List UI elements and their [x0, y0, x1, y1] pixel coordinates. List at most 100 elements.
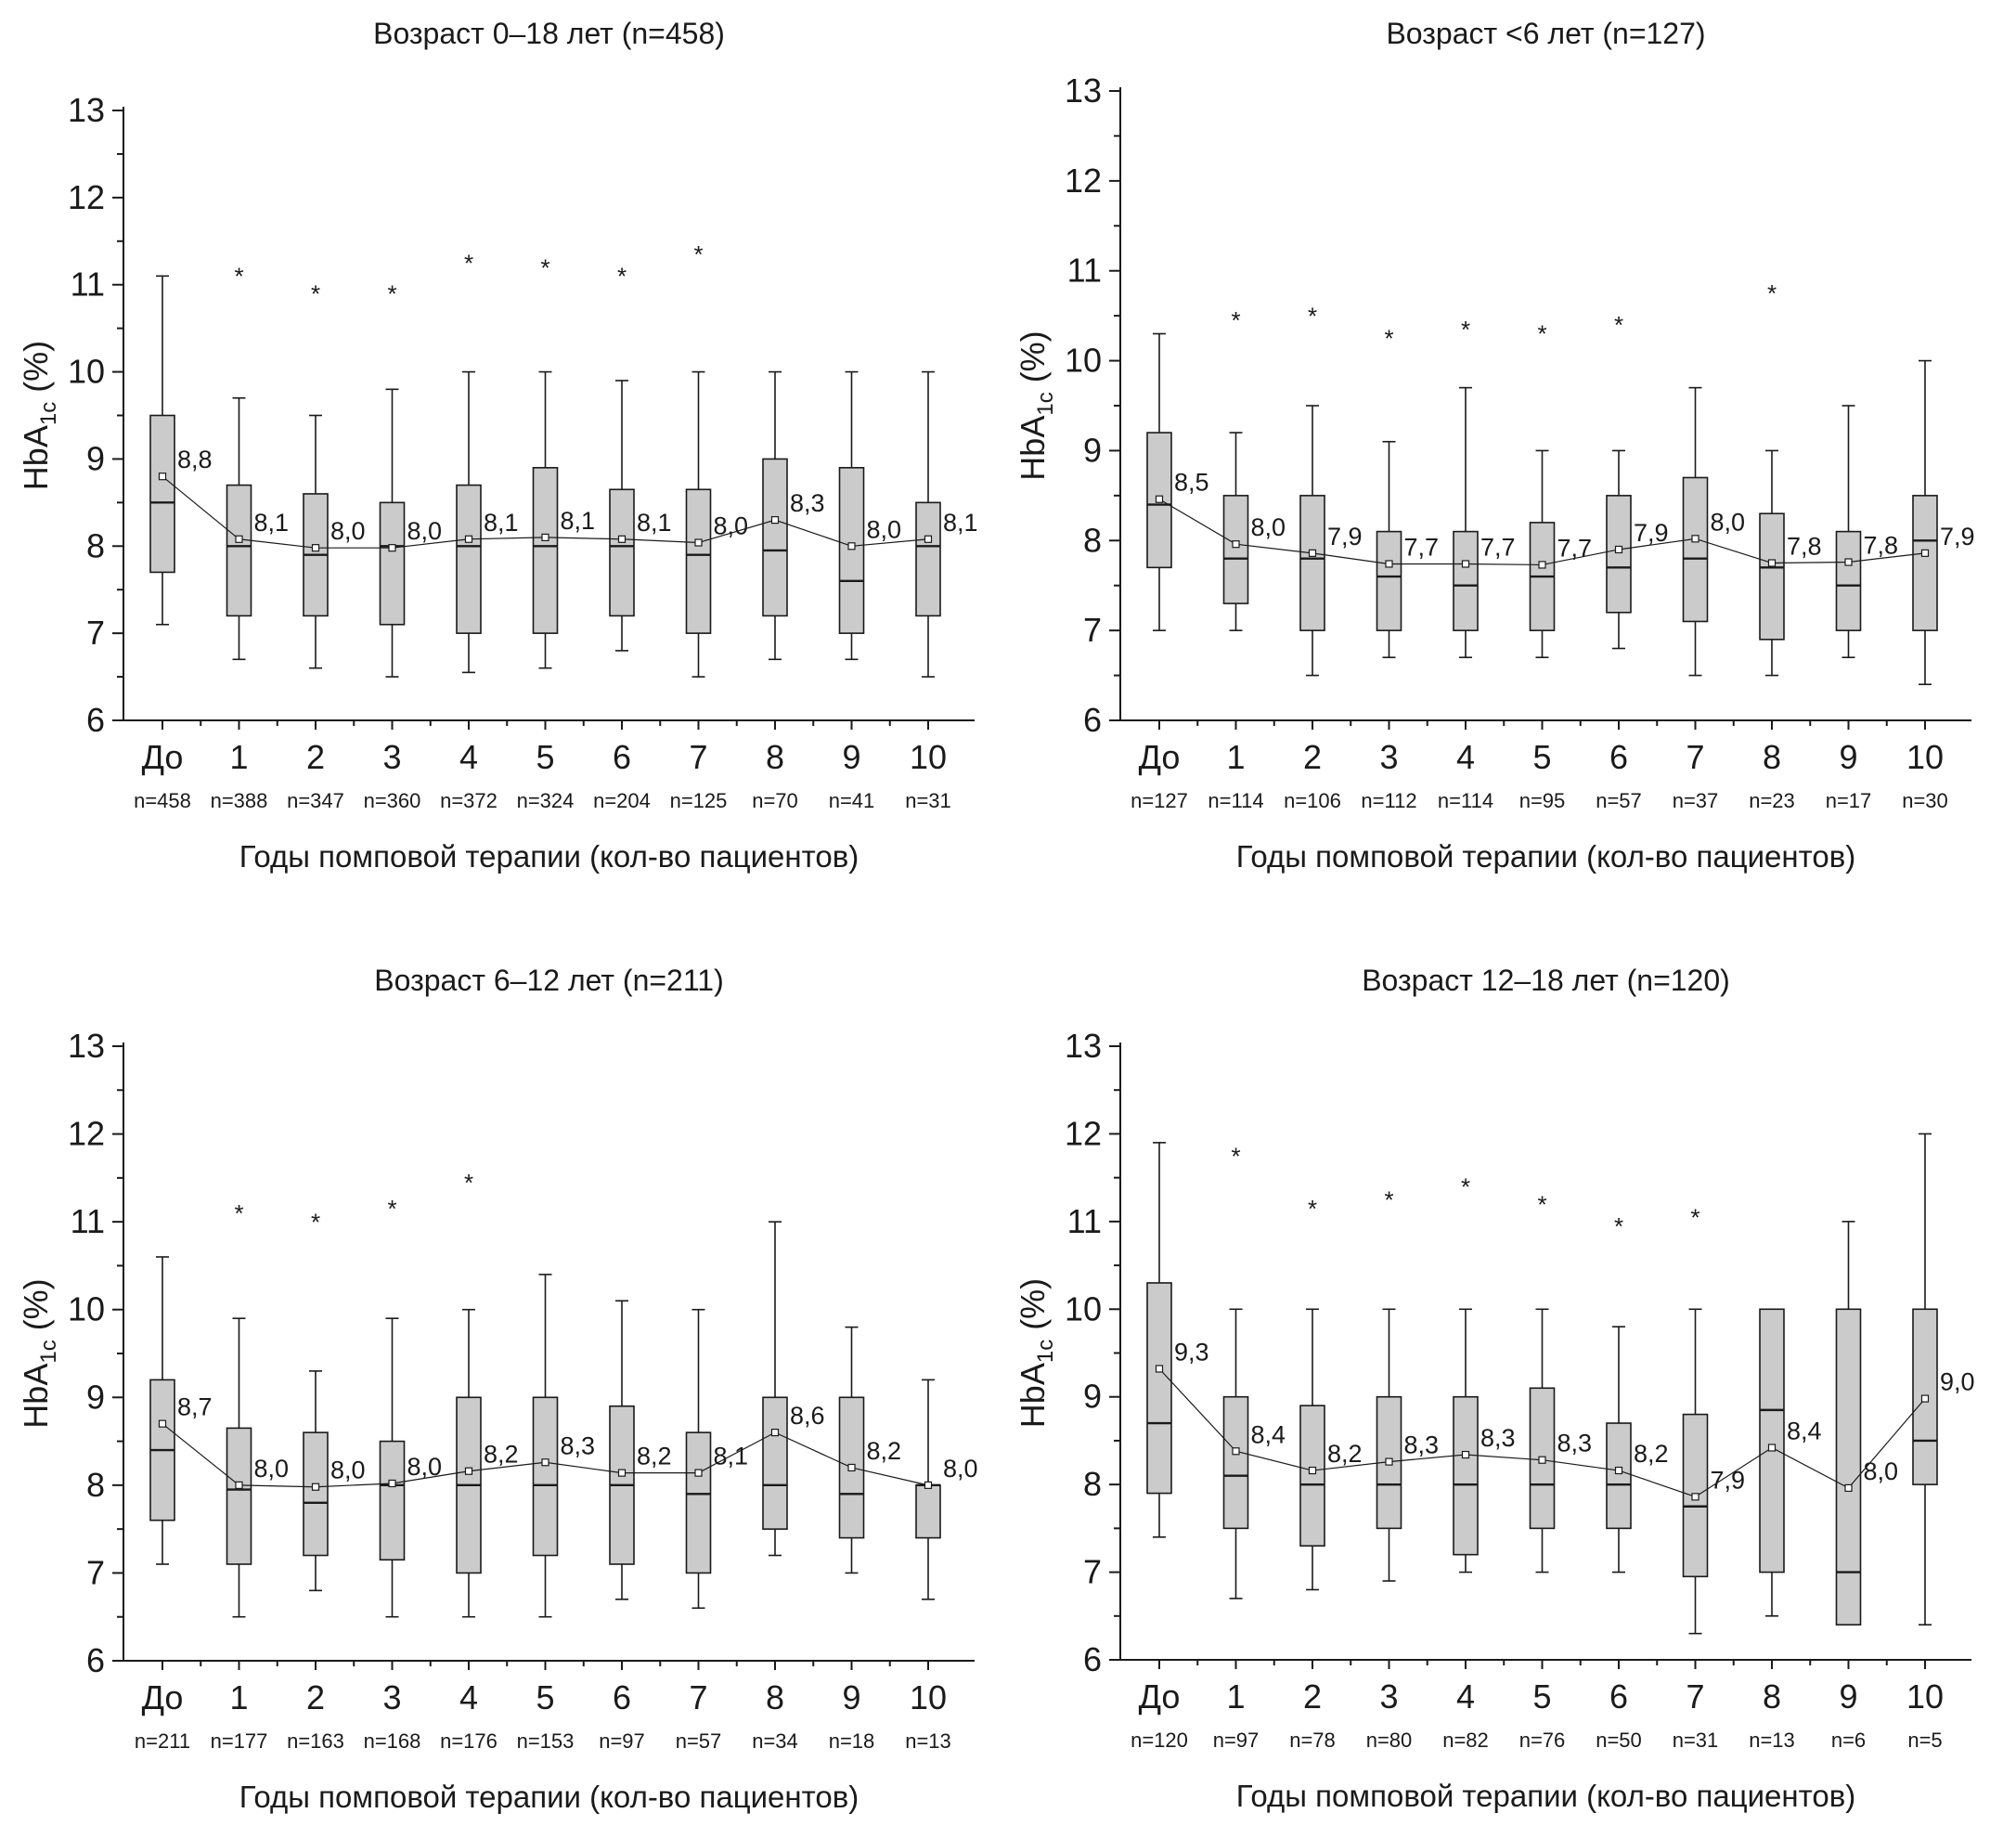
mean-label: 8,0: [1864, 1457, 1899, 1485]
y-tick-label: 8: [1083, 1465, 1102, 1503]
y-axis-label-main: HbA: [17, 425, 55, 490]
x-category-label: 1: [1226, 738, 1245, 776]
mean-marker: [541, 1458, 549, 1467]
x-count-label: n=34: [752, 1729, 798, 1753]
x-count-label: n=13: [1749, 1729, 1795, 1752]
mean-label: 8,4: [1251, 1420, 1286, 1448]
mean-marker: [158, 473, 167, 481]
x-category-label: 8: [766, 738, 784, 776]
x-category-label: 8: [1763, 738, 1781, 776]
box-iqr: [1682, 476, 1709, 623]
x-category-label: 7: [689, 1678, 707, 1716]
mean-label: 7,7: [1557, 534, 1593, 562]
box-10: [1912, 1133, 1938, 1626]
y-tick-label: 8: [86, 526, 105, 564]
x-count-label: n=31: [905, 789, 951, 812]
mean-label: 8,6: [790, 1402, 825, 1430]
mean-marker: [1614, 1466, 1623, 1475]
box-6: *: [609, 263, 635, 652]
box-9: [1835, 405, 1862, 659]
x-category-label: 8: [1763, 1677, 1781, 1716]
x-category-label: 3: [1379, 738, 1398, 776]
mean-marker: [235, 1481, 243, 1489]
outlier-marker: *: [1308, 302, 1317, 330]
x-category-label: 7: [689, 738, 707, 776]
mean-marker: [617, 535, 627, 543]
x-category-label: 1: [229, 1678, 248, 1716]
mean-label: 8,1: [254, 509, 290, 537]
mean-marker: [1691, 1493, 1699, 1501]
box-1: *: [1222, 1142, 1249, 1599]
x-count-label: n=95: [1519, 789, 1566, 812]
box-7: [1682, 386, 1709, 677]
mean-label: 8,0: [867, 515, 902, 543]
x-category-label: 2: [306, 1678, 325, 1716]
x-count-label: n=76: [1519, 1729, 1566, 1752]
box-iqr: [685, 1431, 712, 1574]
y-axis-label-main: HbA: [1014, 416, 1052, 481]
mean-marker: [694, 1469, 703, 1477]
y-tick-label: 6: [86, 1641, 105, 1679]
x-category-label: До: [142, 1678, 184, 1716]
mean-marker: [1538, 561, 1546, 569]
y-tick-label: 11: [71, 265, 105, 304]
box-iqr: [1376, 530, 1402, 631]
box-iqr: [1222, 1395, 1249, 1530]
box-7: [685, 1308, 712, 1610]
y-tick-label: 10: [1065, 342, 1102, 380]
mean-marker: [847, 1463, 856, 1472]
box-3: *: [379, 279, 406, 678]
x-count-label: n=6: [1831, 1729, 1866, 1752]
box-iqr: [456, 484, 482, 634]
x-count-label: n=372: [440, 789, 498, 812]
box-5: [532, 1274, 559, 1618]
y-axis-label-subscript: 1c: [1033, 392, 1058, 415]
box-iqr: [379, 1440, 406, 1561]
box-10: [915, 370, 941, 678]
mean-label: 8,1: [943, 509, 978, 537]
outlier-marker: *: [1614, 1212, 1623, 1240]
x-count-label: n=97: [599, 1729, 645, 1753]
x-category-label: 2: [306, 738, 325, 776]
outlier-marker: *: [693, 240, 703, 268]
y-tick-label: 10: [1065, 1289, 1102, 1327]
mean-marker: [388, 544, 396, 552]
box-1: *: [226, 1199, 252, 1618]
x-count-label: n=176: [440, 1729, 498, 1753]
x-count-label: n=70: [752, 789, 798, 812]
y-axis-label-unit: (%): [1014, 1278, 1052, 1340]
outlier-marker: *: [617, 263, 627, 291]
mean-label: 8,0: [254, 1455, 290, 1483]
x-category-label: До: [142, 738, 184, 776]
box-3: *: [379, 1195, 406, 1618]
mean-label: 8,0: [1251, 513, 1286, 541]
mean-marker: [1844, 1483, 1853, 1493]
y-tick-label: 13: [68, 1027, 105, 1065]
mean-label: 8,0: [943, 1455, 978, 1483]
y-tick-label: 6: [1083, 701, 1102, 739]
box-0: [1146, 332, 1172, 631]
outlier-marker: *: [1614, 311, 1623, 339]
box-9: [838, 1326, 865, 1574]
y-tick-label: 9: [86, 439, 105, 477]
y-axis-label-unit: (%): [1014, 330, 1052, 392]
y-axis-label: HbA1c (%): [17, 341, 61, 490]
mean-label: 7,9: [1711, 1466, 1746, 1494]
box-2: *: [303, 1208, 329, 1592]
box-2: *: [303, 279, 329, 669]
mean-marker: [235, 535, 243, 543]
mean-marker: [464, 1467, 473, 1475]
x-count-label: n=18: [829, 1729, 875, 1753]
mean-marker: [541, 533, 549, 542]
mean-marker: [464, 535, 473, 543]
x-count-label: n=23: [1749, 789, 1795, 812]
mean-label: 8,3: [790, 489, 825, 517]
y-tick-label: 6: [1083, 1640, 1102, 1678]
y-tick-label: 11: [1067, 252, 1102, 290]
outlier-marker: *: [540, 253, 549, 281]
mean-marker: [1385, 1457, 1393, 1466]
box-iqr: [685, 488, 712, 634]
mean-label: 8,3: [1557, 1430, 1593, 1457]
x-category-label: 1: [1226, 1677, 1245, 1716]
mean-marker: [924, 1481, 933, 1489]
